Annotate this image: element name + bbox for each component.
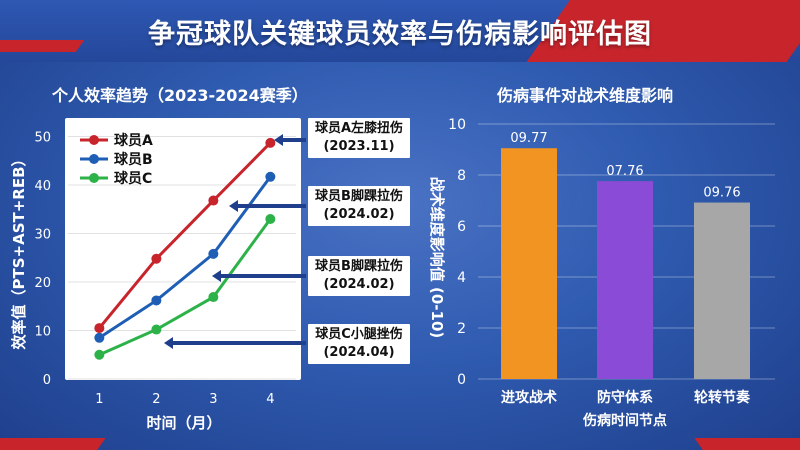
bar <box>501 148 557 379</box>
bar-y-tick-label: 0 <box>457 372 466 388</box>
line-y-tick-label: 30 <box>34 228 51 243</box>
annotation-arrow <box>229 200 306 212</box>
injury-note-b2: 球员B脚踝拉伤 (2024.02) <box>308 256 410 296</box>
line-series-1 <box>98 141 272 330</box>
bar-category-label: 轮转节奏 <box>694 389 751 406</box>
bar-y-tick-label: 2 <box>457 321 466 337</box>
injury-note-date: (2024.04) <box>323 345 395 360</box>
legend-label: 球员C <box>114 170 152 187</box>
bar-y-tick-label: 6 <box>457 219 466 235</box>
line-point <box>94 332 105 343</box>
line-x-axis-label: 时间（月） <box>146 414 221 432</box>
line-y-tick-label: 0 <box>43 373 51 388</box>
line-point <box>151 295 162 306</box>
bar-y-tick-label: 4 <box>457 270 466 286</box>
line-point <box>208 195 219 206</box>
line-chart-panel <box>65 118 301 380</box>
bar-category-label: 进攻战术 <box>501 389 557 406</box>
legend-marker <box>89 173 99 183</box>
bar-y-axis-label: 战术维度影响值 (0-10) <box>428 177 446 338</box>
legend-marker <box>89 135 99 145</box>
bar-x-axis-label: 伤病时间节点 <box>582 412 667 429</box>
bar-value-label: 09.76 <box>703 186 740 201</box>
injury-note-b1: 球员B脚踝拉伤 (2024.02) <box>308 186 410 226</box>
line-point <box>265 171 276 182</box>
line-point <box>94 349 105 360</box>
bar-category-label: 防守体系 <box>597 389 653 406</box>
page-title: 争冠球队关键球员效率与伤病影响评估图 <box>148 19 652 50</box>
line-y-tick-label: 10 <box>34 325 51 340</box>
line-y-tick-label: 50 <box>34 131 51 146</box>
injury-note-date: (2024.02) <box>323 277 395 292</box>
legend-marker <box>89 154 99 164</box>
line-point <box>94 323 105 334</box>
bar-y-tick-label: 8 <box>457 168 466 184</box>
line-point <box>151 253 162 264</box>
injury-note-date: (2023.11) <box>323 139 395 154</box>
line-x-tick-label: 3 <box>209 392 217 407</box>
annotation-arrow <box>212 270 306 282</box>
legend-label: 球员B <box>114 151 153 168</box>
line-point <box>151 324 162 335</box>
line-point <box>208 248 219 259</box>
legend-label: 球员A <box>114 132 153 149</box>
line-series-2 <box>98 175 272 340</box>
line-point <box>265 137 276 148</box>
bar <box>597 181 653 379</box>
bar-value-label: 09.77 <box>510 131 547 146</box>
injury-note-a: 球员A左膝扭伤 (2023.11) <box>308 118 410 158</box>
bar <box>694 202 750 379</box>
line-x-tick-label: 2 <box>152 392 160 407</box>
line-series-3 <box>98 218 272 357</box>
injury-note-title: 球员B脚踝拉伤 <box>315 189 403 204</box>
annotation-arrow <box>274 134 306 146</box>
bar-value-label: 07.76 <box>606 164 643 179</box>
bar-y-tick-label: 10 <box>448 117 466 133</box>
injury-note-date: (2024.02) <box>323 207 395 222</box>
bar-chart-title: 伤病事件对战术维度影响 <box>497 86 674 105</box>
line-chart-title: 个人效率趋势（2023-2024赛季） <box>52 86 308 105</box>
injury-note-c: 球员C小腿挫伤 (2024.04) <box>308 324 410 364</box>
line-x-tick-label: 1 <box>95 392 103 407</box>
annotation-arrow <box>164 337 306 349</box>
line-y-axis-label: 效率值（PTS+AST+REB） <box>10 151 28 349</box>
line-y-tick-label: 20 <box>34 276 51 291</box>
line-y-tick-label: 40 <box>34 179 51 194</box>
injury-note-title: 球员C小腿挫伤 <box>315 327 403 342</box>
line-x-tick-label: 4 <box>266 392 274 407</box>
injury-note-title: 球员B脚踝拉伤 <box>315 259 403 274</box>
line-point <box>265 213 276 224</box>
line-point <box>208 292 219 303</box>
injury-note-title: 球员A左膝扭伤 <box>314 121 404 136</box>
